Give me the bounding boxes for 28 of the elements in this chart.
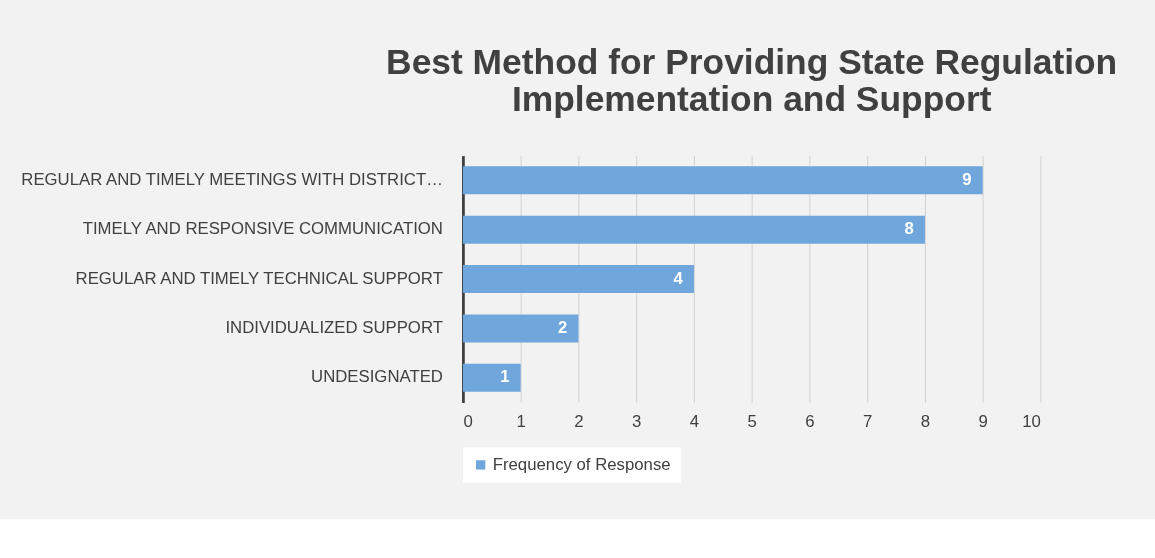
- x-tick-label: 1: [516, 412, 526, 432]
- y-tick-label: TIMELY AND RESPONSIVE COMMUNICATION: [82, 219, 443, 239]
- x-tick-label: 2: [574, 412, 584, 432]
- data-label: 1: [500, 367, 510, 387]
- x-tick-label: 4: [689, 412, 700, 432]
- bar: [462, 265, 694, 294]
- x-tick-label: 0: [463, 412, 473, 432]
- y-tick-label: REGULAR AND TIMELY MEETINGS WITH DISTRICT…: [21, 169, 443, 189]
- x-tick-label: 7: [862, 412, 873, 432]
- chart-title: Best Method for Providing State Regulation Implementation and Support: [386, 41, 1118, 118]
- x-tick-label: 3: [631, 412, 642, 432]
- bar: [462, 314, 579, 343]
- bar: [462, 166, 983, 195]
- bar: [462, 363, 521, 392]
- y-tick-label: UNDESIGNATED: [311, 367, 443, 387]
- x-tick-label: 5: [747, 412, 757, 432]
- legend-label: Frequency of Response: [492, 454, 671, 474]
- data-label: 4: [673, 268, 684, 288]
- x-tick-label: 10: [1022, 412, 1041, 432]
- x-tick-label: 9: [978, 412, 988, 432]
- data-label: 9: [962, 169, 972, 189]
- data-label: 8: [904, 219, 914, 239]
- y-tick-label: INDIVIDUALIZED SUPPORT: [225, 318, 443, 338]
- x-tick-label: 6: [805, 412, 815, 432]
- bar: [462, 215, 925, 244]
- x-tick-label: 8: [920, 412, 931, 432]
- y-tick-label: REGULAR AND TIMELY TECHNICAL SUPPORT: [75, 268, 443, 288]
- data-label: 2: [557, 318, 568, 338]
